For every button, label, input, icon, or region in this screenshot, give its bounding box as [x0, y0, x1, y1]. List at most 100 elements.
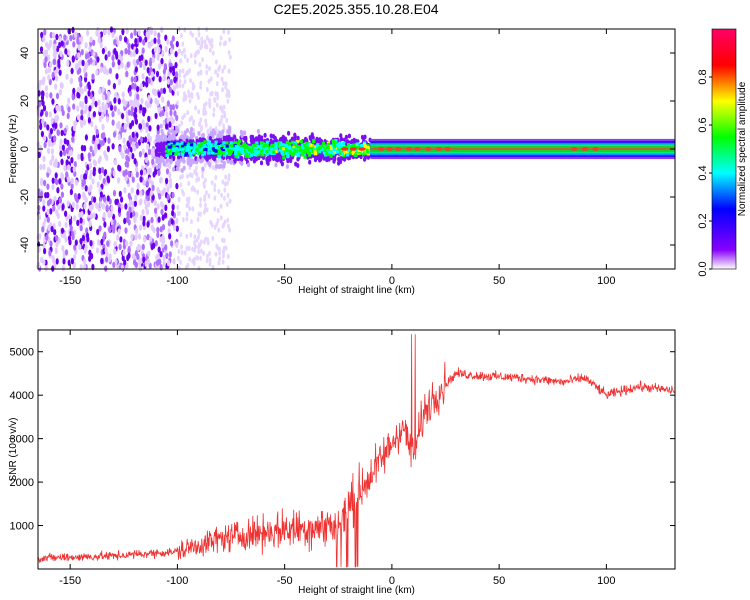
- heatmap-noise-cell: [80, 109, 84, 116]
- heatmap-cell: [205, 156, 209, 162]
- colorbar: [712, 29, 736, 269]
- heatmap-cell: [170, 151, 174, 155]
- heatmap-noise-cell: [171, 191, 175, 199]
- heatmap-cell: [313, 152, 317, 156]
- heatmap-cell: [313, 150, 317, 154]
- figure-title: C2E5.2025.355.10.28.E04: [273, 1, 439, 17]
- heatmap-noise-cell: [118, 243, 122, 251]
- heatmap-cell: [341, 142, 345, 146]
- heatmap-cell: [285, 164, 289, 169]
- heatmap-noise-cell: [160, 57, 164, 65]
- heatmap-noise-cell: [100, 257, 104, 265]
- heatmap-noise-cell: [195, 255, 199, 261]
- heatmap-cell: [222, 141, 226, 145]
- heatmap-noise-cell: [72, 103, 76, 110]
- heatmap-noise-cell: [185, 211, 189, 217]
- heatmap-noise-cell: [137, 233, 141, 240]
- heatmap-noise-cell: [202, 209, 206, 215]
- heatmap-noise-cell: [146, 221, 150, 228]
- heatmap-noise-cell: [175, 114, 179, 122]
- heatmap-noise-cell: [167, 227, 171, 235]
- heatmap-cell: [280, 137, 284, 143]
- heatmap-noise-cell: [74, 179, 78, 186]
- heatmap-noise-cell: [78, 60, 82, 67]
- heatmap-noise-cell: [103, 196, 107, 203]
- heatmap-noise-cell: [125, 116, 129, 123]
- heatmap-noise-cell: [181, 173, 185, 179]
- heatmap-cell: [191, 159, 195, 165]
- heatmap-cell: [169, 149, 173, 153]
- heatmap-noise-cell: [180, 50, 184, 57]
- heatmap-noise-cell: [206, 237, 210, 243]
- heatmap-noise-cell: [80, 49, 84, 56]
- heatmap-noise-cell: [129, 240, 133, 247]
- heatmap-cell: [214, 151, 218, 155]
- heatmap-cell: [303, 151, 307, 155]
- heatmap-noise-cell: [66, 200, 70, 207]
- heatmap-cell: [203, 150, 207, 154]
- heatmap-noise-cell: [57, 237, 61, 244]
- heatmap-noise-cell: [228, 198, 232, 204]
- heatmap-noise-cell: [190, 91, 194, 97]
- heatmap-cell: [222, 151, 226, 155]
- heatmap-noise-cell: [85, 232, 90, 239]
- heatmap-noise-cell: [77, 193, 81, 200]
- heatmap-noise-cell: [87, 152, 91, 159]
- heatmap-noise-cell: [220, 114, 224, 120]
- heatmap-noise-cell: [181, 217, 185, 223]
- heatmap-noise-cell: [199, 117, 203, 123]
- heatmap-cell: [253, 147, 257, 152]
- heatmap-noise-cell: [145, 81, 149, 88]
- heatmap-noise-cell: [204, 122, 208, 128]
- heatmap-noise-cell: [105, 256, 109, 263]
- heatmap-cell: [191, 150, 195, 154]
- heatmap-noise-cell: [123, 259, 127, 266]
- heatmap-cell: [308, 159, 312, 165]
- heatmap-cell: [225, 141, 229, 145]
- heatmap-cell: [227, 152, 231, 156]
- heatmap-cell: [270, 147, 274, 151]
- heatmap-noise-cell: [106, 145, 110, 153]
- heatmap-noise-cell: [73, 31, 78, 39]
- heatmap-noise-cell: [206, 128, 210, 134]
- heatmap-noise-cell: [136, 189, 140, 196]
- heatmap-cell: [238, 139, 242, 143]
- heatmap-noise-cell: [113, 248, 117, 255]
- heatmap-noise-cell: [39, 163, 43, 171]
- heatmap-cell: [233, 134, 237, 140]
- heatmap-noise-cell: [94, 100, 98, 108]
- heatmap-cell: [223, 153, 227, 157]
- heatmap-noise-cell: [63, 127, 67, 135]
- heatmap-noise-cell: [60, 173, 64, 180]
- heatmap-cell: [219, 133, 223, 139]
- heatmap-noise-cell: [153, 30, 157, 37]
- heatmap-cell: [174, 152, 178, 156]
- heatmap-noise-cell: [206, 253, 209, 259]
- heatmap-noise-cell: [209, 219, 213, 225]
- heatmap-noise-cell: [154, 112, 158, 120]
- heatmap-noise-cell: [84, 95, 88, 102]
- heatmap-cell: [251, 147, 255, 151]
- heatmap-noise-cell: [138, 260, 142, 267]
- heatmap-cell: [170, 144, 174, 148]
- heatmap-noise-cell: [175, 182, 179, 190]
- heatmap-noise-cell: [176, 204, 180, 210]
- heatmap-noise-cell: [139, 169, 144, 176]
- heatmap-noise-cell: [192, 261, 196, 267]
- heatmap-noise-cell: [121, 152, 125, 159]
- heatmap-noise-cell: [114, 92, 118, 99]
- heatmap-noise-cell: [129, 199, 133, 206]
- heatmap-cell: [165, 153, 169, 158]
- heatmap-cell: [219, 152, 223, 156]
- heatmap-noise-cell: [153, 37, 157, 44]
- heatmap-layer: [36, 26, 675, 272]
- heatmap-noise-cell: [202, 180, 206, 186]
- heatmap-cell: [357, 148, 361, 152]
- heatmap-cell: [313, 148, 317, 152]
- heatmap-cell: [214, 149, 218, 153]
- heatmap-noise-cell: [99, 191, 103, 198]
- heatmap-cell: [359, 154, 363, 160]
- heatmap-noise-cell: [164, 244, 168, 251]
- heatmap-cell: [183, 146, 188, 151]
- heatmap-noise-cell: [150, 71, 154, 78]
